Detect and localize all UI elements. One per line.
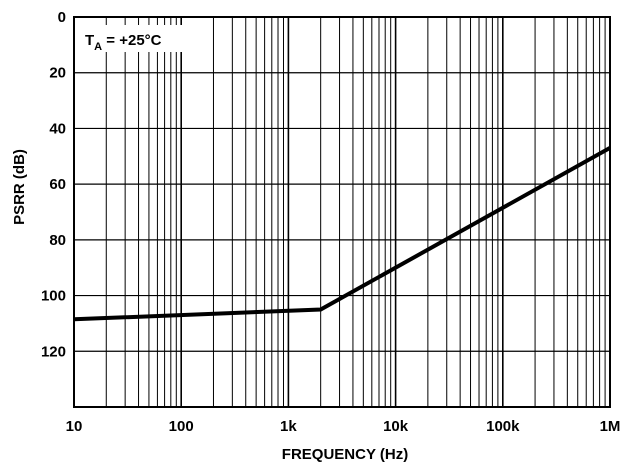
annotation-rest: = +25°C xyxy=(102,32,162,49)
y-tick-label: 0 xyxy=(58,9,66,26)
y-axis-title: PSRR (dB) xyxy=(11,149,28,225)
x-tick-label: 1M xyxy=(600,418,621,435)
temperature-annotation: TA = +25°C xyxy=(85,32,162,53)
x-axis-title: FREQUENCY (Hz) xyxy=(282,446,408,463)
y-tick-labels: 0 20 40 60 80 100 120 xyxy=(41,9,66,360)
x-tick-label: 10 xyxy=(66,418,83,435)
y-tick-label: 20 xyxy=(49,65,66,82)
x-tick-label: 100 xyxy=(169,418,194,435)
x-tick-label: 1k xyxy=(280,418,297,435)
annotation-t: T xyxy=(85,32,94,49)
grid-lines xyxy=(73,17,610,407)
x-tick-label: 100k xyxy=(486,418,520,435)
y-tick-label: 80 xyxy=(49,232,66,249)
y-tick-label: 100 xyxy=(41,288,66,305)
x-tick-label: 10k xyxy=(383,418,409,435)
y-tick-label: 120 xyxy=(41,343,66,360)
annotation-background xyxy=(81,25,199,52)
psrr-series-line xyxy=(73,146,611,322)
annotation-subscript: A xyxy=(94,41,102,53)
x-tick-labels: 10 100 1k 10k 100k 1M xyxy=(66,418,621,435)
y-tick-label: 60 xyxy=(49,176,66,193)
y-tick-label: 40 xyxy=(49,120,66,137)
plot-frame xyxy=(73,16,611,408)
